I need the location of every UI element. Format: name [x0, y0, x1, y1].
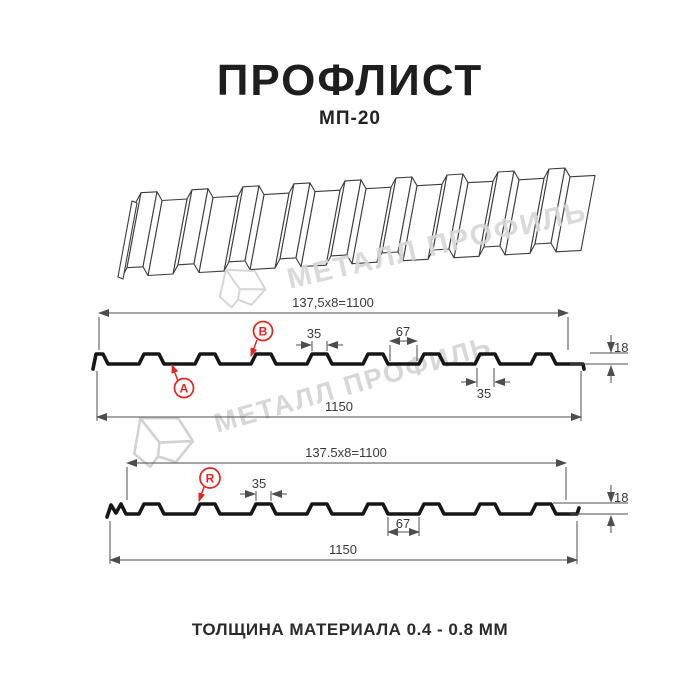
- profile-bottom-outline: [105, 502, 581, 519]
- sheet-3d-face: [244, 185, 265, 271]
- sheet-3d: [117, 167, 596, 280]
- dim-flat-width-top: 67: [389, 324, 418, 361]
- dim-flat-width-bottom: 67: [387, 516, 420, 536]
- sheet-3d-face: [499, 170, 520, 256]
- dim-bottom-pitch: 137.5x8=1100: [126, 445, 567, 500]
- dim-label-67-bottom: 67: [396, 516, 410, 531]
- sheet-3d-edge: [117, 200, 138, 280]
- callout-b-label: B: [259, 325, 268, 339]
- sheet-3d-face: [142, 191, 163, 277]
- sheet-3d-face: [295, 182, 316, 268]
- dim-total-top: 1150: [96, 371, 582, 421]
- watermark-logo-icon: [218, 268, 267, 309]
- sheet-3d-face: [346, 179, 367, 265]
- sheet-3d-face: [193, 188, 214, 274]
- dim-label-67-top: 67: [396, 324, 410, 339]
- dim-label-1150-bottom: 1150: [329, 542, 357, 557]
- page-subtitle: МП-20: [319, 108, 381, 129]
- dim-rib-width-top: 35: [296, 326, 343, 351]
- dim-label-pitch-top: 137,5x8=1100: [292, 295, 374, 310]
- sheet-3d-face: [550, 167, 571, 253]
- sheet-3d-face: [448, 173, 469, 259]
- dim-label-35-base: 35: [477, 386, 491, 401]
- sheet-3d-face: [397, 176, 418, 262]
- profile-drawing-bottom: 137.5x8=1100 35 67 18: [105, 445, 628, 564]
- footer-note: ТОЛЩИНА МАТЕРИАЛА 0.4 - 0.8 ММ: [191, 620, 509, 639]
- dim-label-18-bottom: 18: [614, 490, 628, 505]
- dim-top-pitch: 137,5x8=1100: [98, 295, 569, 350]
- callout-r-label: R: [206, 472, 215, 486]
- dim-label-35-bottom: 35: [252, 476, 266, 491]
- dim-height-top: 18: [570, 335, 628, 383]
- dim-height-bottom: 18: [553, 485, 628, 533]
- dim-label-pitch-bottom: 137.5x8=1100: [305, 445, 387, 460]
- profile-drawing-top: 137,5x8=1100 35 67 35: [91, 295, 628, 421]
- page-title: ПРОФЛИСТ: [216, 56, 484, 105]
- callout-a-label: A: [180, 382, 189, 396]
- dim-total-bottom: 1150: [109, 521, 578, 564]
- callout-r: R: [198, 467, 221, 502]
- profile-top-outline: [91, 352, 586, 371]
- callout-a: A: [171, 364, 195, 399]
- dim-label-1150-top: 1150: [325, 399, 353, 414]
- dim-rib-width-bottom: 35: [240, 476, 287, 501]
- dim-rib-base-top: 35: [461, 368, 510, 401]
- callout-b: B: [250, 320, 274, 357]
- dim-label-35-top: 35: [307, 326, 321, 341]
- watermark-text: МЕТАЛЛ ПРОФИЛЬ: [211, 330, 496, 438]
- dim-label-18-top: 18: [614, 340, 628, 355]
